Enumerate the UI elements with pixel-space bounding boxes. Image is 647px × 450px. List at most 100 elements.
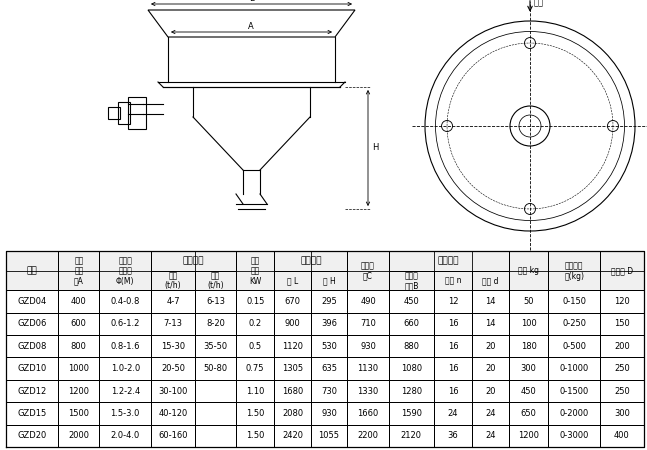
Text: 730: 730: [321, 387, 337, 396]
Text: 400: 400: [614, 431, 630, 440]
Text: 0-250: 0-250: [562, 320, 586, 328]
Text: 0-3000: 0-3000: [560, 431, 589, 440]
Text: 0-150: 0-150: [562, 297, 586, 306]
Text: 250: 250: [614, 387, 630, 396]
Text: 450: 450: [521, 387, 536, 396]
Text: 20: 20: [485, 364, 496, 373]
Text: 1280: 1280: [400, 387, 422, 396]
Text: 24: 24: [448, 409, 458, 418]
Text: A: A: [248, 22, 254, 31]
Text: 0.15: 0.15: [246, 297, 265, 306]
Text: 2000: 2000: [69, 431, 89, 440]
Text: 2.0-4.0: 2.0-4.0: [111, 431, 140, 440]
Text: 450: 450: [404, 297, 419, 306]
Text: 0.4-0.8: 0.4-0.8: [111, 297, 140, 306]
Text: GZD20: GZD20: [17, 431, 47, 440]
Text: 14: 14: [485, 320, 496, 328]
Text: GZD12: GZD12: [17, 387, 47, 396]
Text: GZD15: GZD15: [17, 409, 47, 418]
Text: 相配料
仓直径
Φ(M): 相配料 仓直径 Φ(M): [116, 256, 135, 286]
Text: 900: 900: [285, 320, 300, 328]
Text: 4-7: 4-7: [166, 297, 180, 306]
Text: 530: 530: [321, 342, 337, 351]
Text: 1200: 1200: [518, 431, 539, 440]
Text: 50-80: 50-80: [203, 364, 228, 373]
Text: 1680: 1680: [282, 387, 303, 396]
Text: 880: 880: [403, 342, 419, 351]
Text: 180: 180: [521, 342, 536, 351]
Text: 法兰外
径C: 法兰外 径C: [361, 261, 375, 280]
Text: 1.50: 1.50: [246, 409, 265, 418]
Text: 295: 295: [321, 297, 337, 306]
Text: 1120: 1120: [282, 342, 303, 351]
Text: 型号: 型号: [27, 266, 38, 275]
Text: 长 L: 长 L: [287, 276, 298, 285]
Text: 外型尺寸: 外型尺寸: [300, 256, 322, 266]
Bar: [108, 107, 120, 119]
Text: 1500: 1500: [69, 409, 89, 418]
Text: H: H: [372, 144, 378, 153]
Bar: [128, 97, 146, 129]
Text: 6-13: 6-13: [206, 297, 225, 306]
Text: 0-2000: 0-2000: [560, 409, 589, 418]
Text: 0-1000: 0-1000: [560, 364, 589, 373]
Text: 635: 635: [321, 364, 337, 373]
Text: 0.5: 0.5: [248, 342, 262, 351]
Text: 650: 650: [521, 409, 536, 418]
Text: GZD06: GZD06: [17, 320, 47, 328]
Text: 14: 14: [485, 297, 496, 306]
Text: 2080: 2080: [282, 409, 303, 418]
Text: 0.75: 0.75: [246, 364, 265, 373]
Text: 20: 20: [485, 342, 496, 351]
Text: 孔径 d: 孔径 d: [482, 276, 499, 285]
Text: 1.50: 1.50: [246, 431, 265, 440]
Text: 水泥
(t/h): 水泥 (t/h): [207, 271, 224, 290]
Text: 1330: 1330: [357, 387, 378, 396]
Text: 2200: 2200: [358, 431, 378, 440]
Text: 150: 150: [614, 320, 630, 328]
Text: 1660: 1660: [357, 409, 378, 418]
Text: 710: 710: [360, 320, 376, 328]
Text: 15-30: 15-30: [161, 342, 185, 351]
Text: 振动
斗直
径A: 振动 斗直 径A: [74, 256, 83, 286]
Text: 电机
功率
KW: 电机 功率 KW: [249, 256, 261, 286]
Text: 0.2: 0.2: [248, 320, 262, 328]
Text: 20: 20: [485, 387, 496, 396]
Text: 参考流量: 参考流量: [183, 256, 204, 266]
Text: 35-50: 35-50: [203, 342, 228, 351]
Text: 1000: 1000: [69, 364, 89, 373]
Text: 300: 300: [521, 364, 536, 373]
Text: 660: 660: [403, 320, 419, 328]
Text: 800: 800: [71, 342, 87, 351]
Text: 36: 36: [448, 431, 459, 440]
Text: 1200: 1200: [69, 387, 89, 396]
Text: 0-500: 0-500: [562, 342, 586, 351]
Text: 16: 16: [448, 387, 458, 396]
Text: 高 H: 高 H: [323, 276, 335, 285]
Text: 0.8-1.6: 0.8-1.6: [111, 342, 140, 351]
Text: 1305: 1305: [282, 364, 303, 373]
Text: 16: 16: [448, 320, 458, 328]
Text: 24: 24: [485, 409, 496, 418]
Text: 1590: 1590: [401, 409, 422, 418]
Text: 490: 490: [360, 297, 376, 306]
Text: 2120: 2120: [401, 431, 422, 440]
Bar: [6, 251, 644, 290]
Text: 生料
(t/h): 生料 (t/h): [164, 271, 181, 290]
Text: GZD08: GZD08: [17, 342, 47, 351]
Text: 24: 24: [485, 431, 496, 440]
Text: 670: 670: [285, 297, 301, 306]
Text: 60-160: 60-160: [159, 431, 188, 440]
Text: 600: 600: [71, 320, 87, 328]
Text: 1130: 1130: [357, 364, 378, 373]
Text: L: L: [248, 0, 254, 3]
Text: 2420: 2420: [282, 431, 303, 440]
Text: 40-120: 40-120: [159, 409, 188, 418]
Text: 激振力范
围(kg): 激振力范 围(kg): [564, 261, 584, 280]
Text: 入向: 入向: [534, 0, 544, 8]
Text: 250: 250: [614, 364, 630, 373]
Text: 出料口 D: 出料口 D: [611, 266, 633, 275]
Text: 1080: 1080: [400, 364, 422, 373]
Text: 200: 200: [614, 342, 630, 351]
Text: 12: 12: [448, 297, 458, 306]
